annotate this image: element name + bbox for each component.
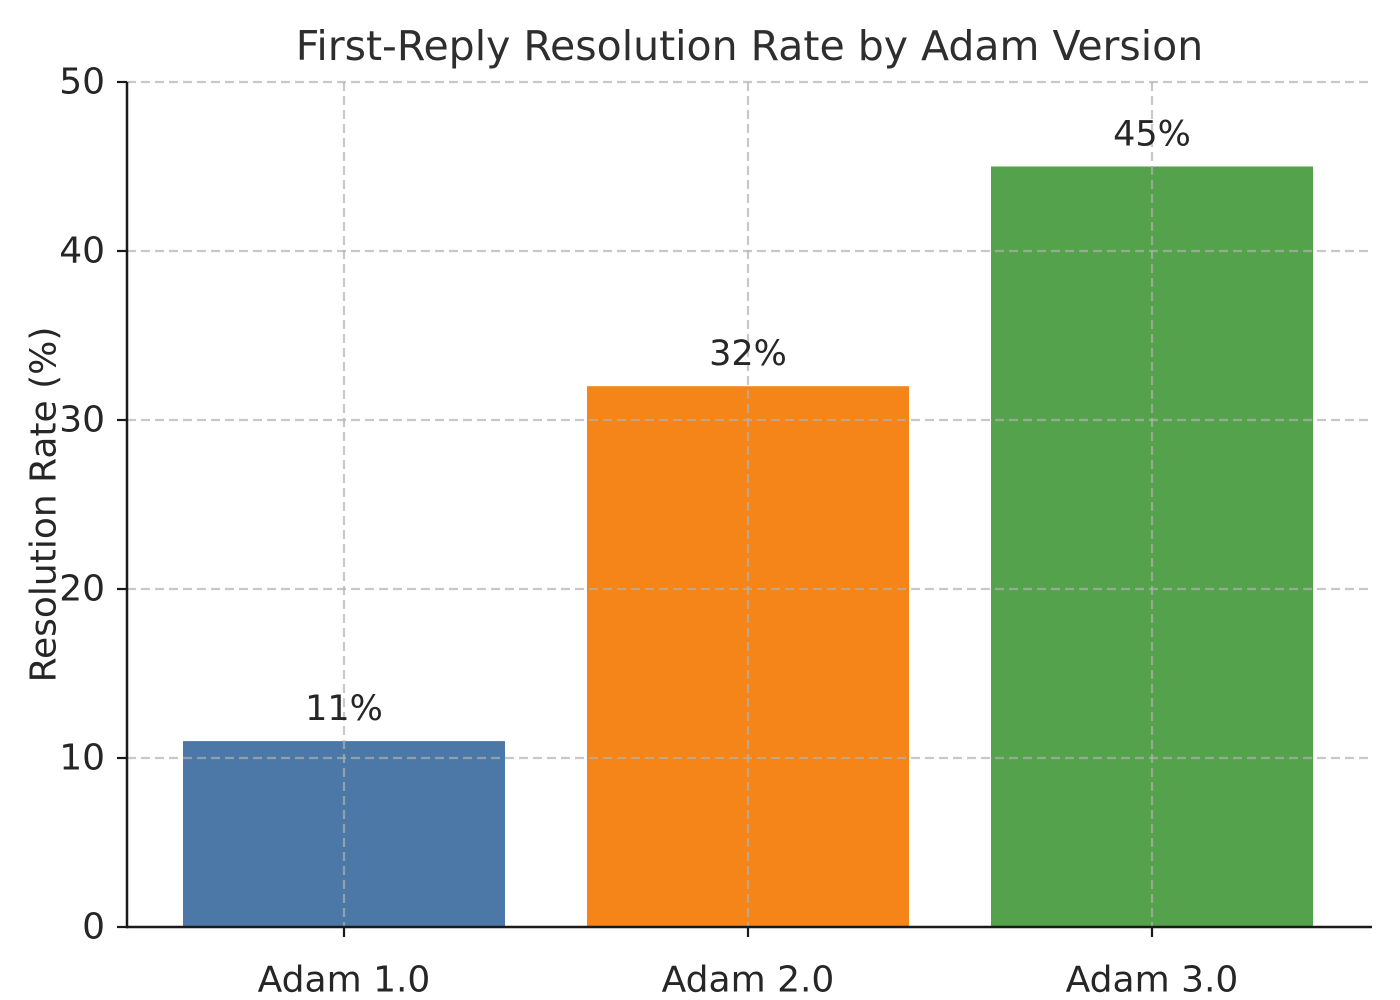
x-tick-label: Adam 1.0 [258, 960, 431, 1000]
bar-value-label: 11% [305, 689, 383, 729]
y-tick-label: 30 [59, 400, 105, 441]
chart-title: First-Reply Resolution Rate by Adam Vers… [296, 22, 1204, 70]
y-tick-label: 40 [59, 231, 105, 272]
y-tick-label: 0 [82, 907, 105, 948]
x-tick-label: Adam 3.0 [1066, 960, 1239, 1000]
x-tick-label: Adam 2.0 [662, 960, 835, 1000]
y-axis-label: Resolution Rate (%) [24, 327, 65, 683]
y-tick-label: 20 [59, 569, 105, 610]
y-tick-label: 50 [59, 62, 105, 103]
bar-value-label: 32% [709, 334, 787, 374]
bar-value-label: 45% [1113, 115, 1191, 155]
y-tick-label: 10 [59, 738, 105, 779]
